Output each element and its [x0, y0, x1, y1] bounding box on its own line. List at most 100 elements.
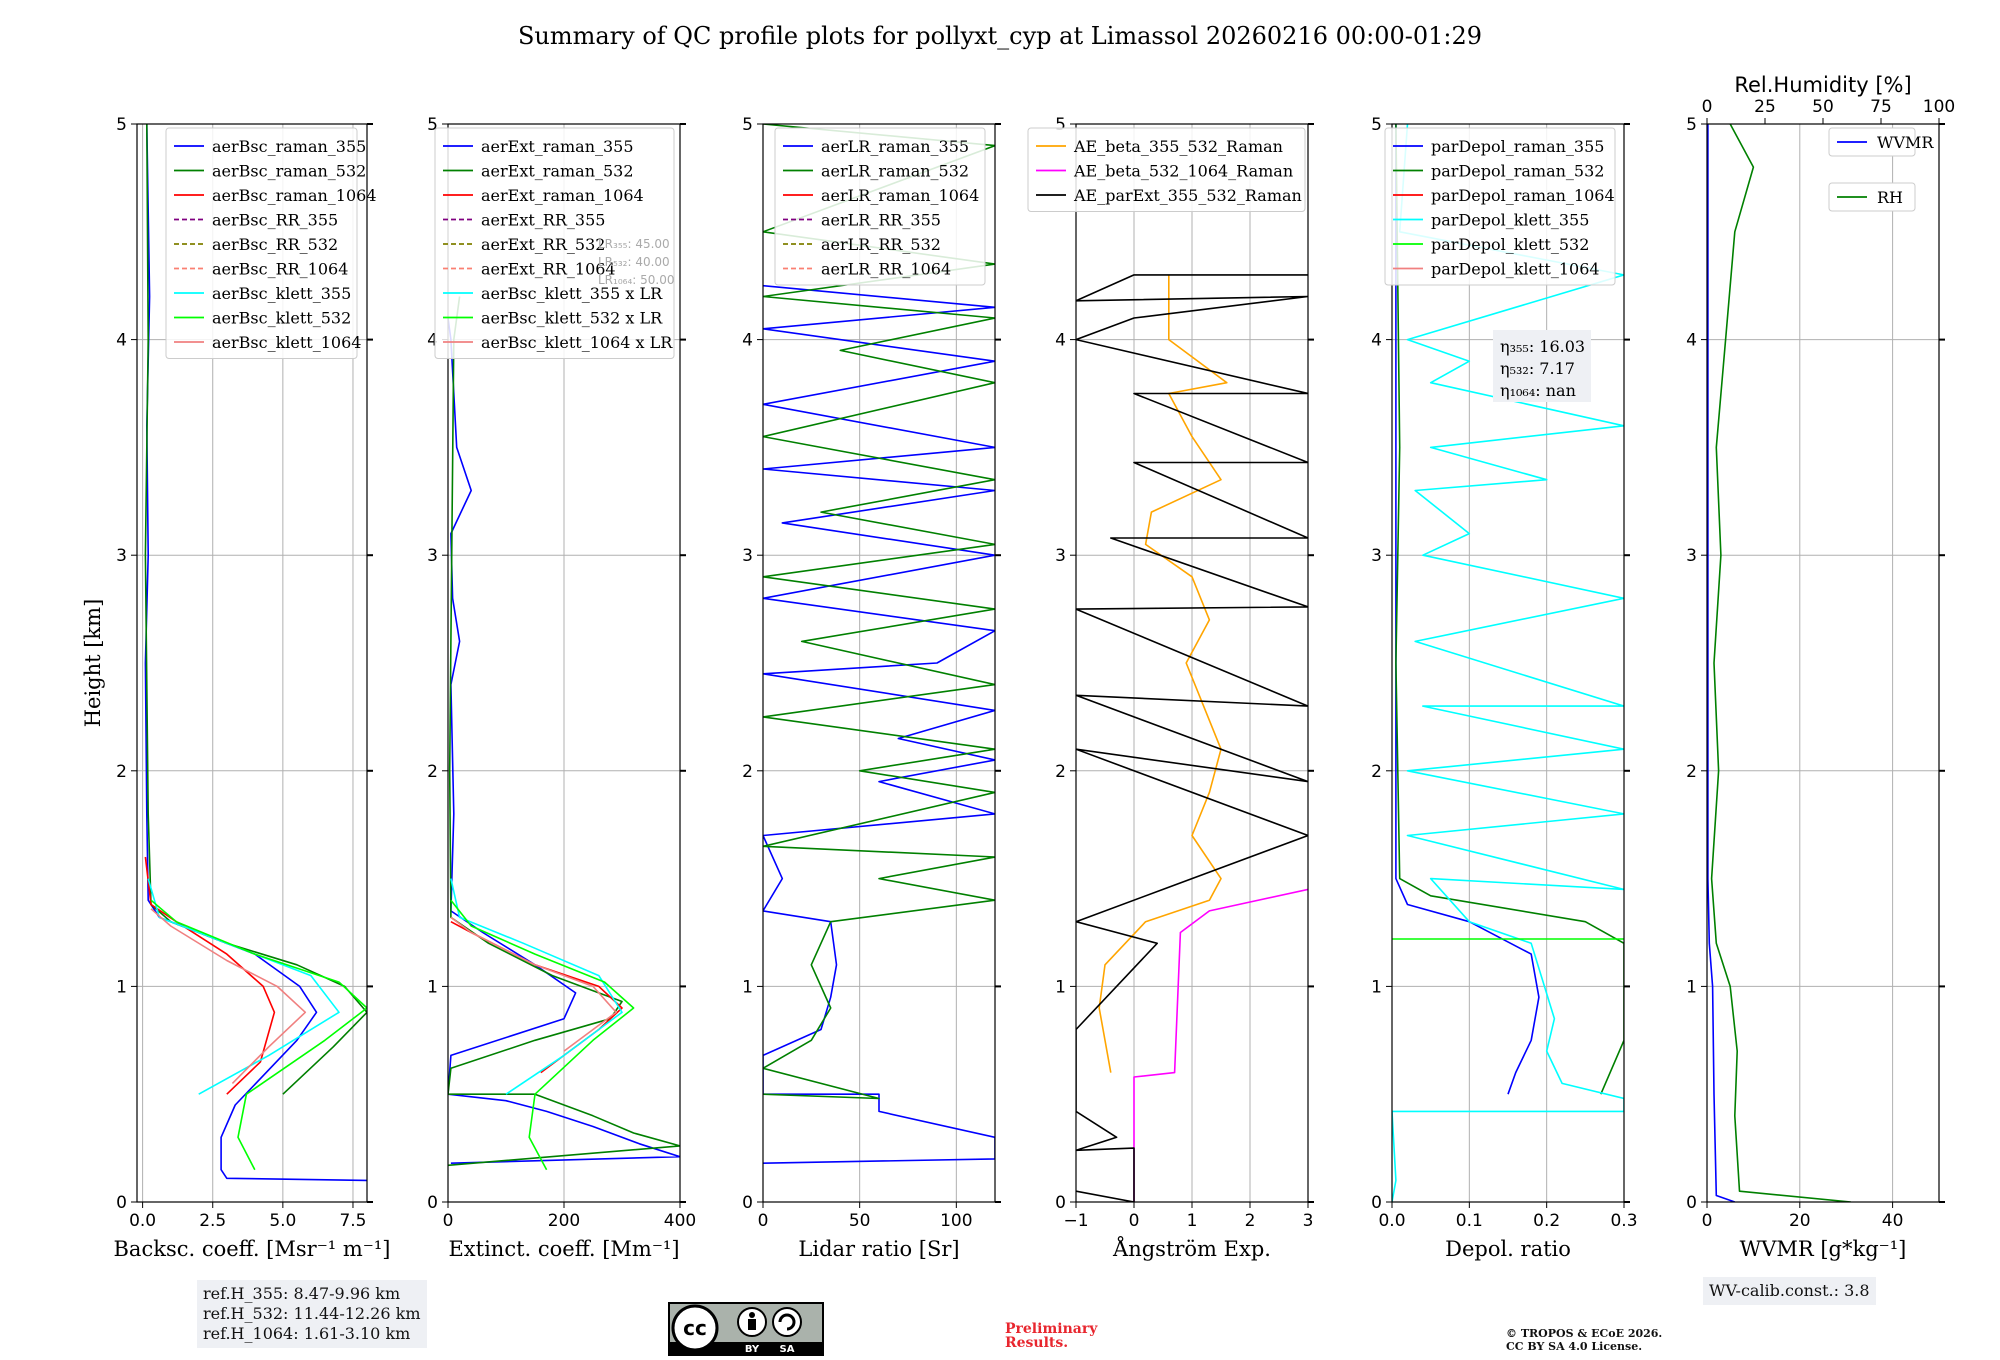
legend-entry: RH — [1877, 188, 1903, 207]
sa-share-icon — [778, 1313, 796, 1331]
y-tick-label: 3 — [742, 546, 753, 566]
x-tick-label: 400 — [664, 1211, 696, 1231]
y-tick-label: 2 — [1686, 762, 1697, 782]
series-parDepol_klett_355 — [1392, 124, 1624, 1202]
preliminary-line-1: Preliminary — [1005, 1321, 1098, 1337]
legend-entry: aerBsc_RR_532 — [212, 235, 338, 254]
series-aerExt_raman_355 — [448, 317, 680, 1164]
x-tick-label: 0.0 — [1378, 1211, 1405, 1231]
y-tick-label: 5 — [427, 115, 438, 135]
series-aerBsc_klett_355 x LR — [450, 878, 623, 1095]
y-tick-label: 4 — [1371, 331, 1382, 351]
y-tick-label: 3 — [1371, 546, 1382, 566]
y-tick-label: 1 — [427, 977, 438, 997]
legend-entry: parDepol_klett_355 — [1431, 211, 1589, 230]
legend-entry: parDepol_klett_532 — [1431, 235, 1589, 254]
x-tick-label: 7.5 — [339, 1211, 366, 1231]
y-tick-label: 4 — [1686, 331, 1697, 351]
x-tick-label: 0 — [443, 1211, 454, 1231]
series-group — [1076, 274, 1308, 1202]
legend-entry: aerBsc_klett_355 x LR — [481, 284, 663, 303]
y-tick-label: 3 — [427, 546, 438, 566]
x-tick-label: 0 — [1702, 1211, 1713, 1231]
legend-entry: aerExt_RR_1064 — [481, 260, 616, 279]
series-aerLR_raman_532 — [763, 124, 995, 1100]
series-group — [1392, 124, 1624, 1202]
y-tick-label: 5 — [1371, 115, 1382, 135]
top-axis-label: Rel.Humidity [%] — [1734, 73, 1911, 97]
legend-entry: aerBsc_klett_1064 — [212, 333, 361, 352]
legend-box — [774, 127, 986, 286]
series-group — [144, 124, 367, 1182]
series-group — [1707, 124, 1851, 1202]
x-tick-label: 0 — [1129, 1211, 1140, 1231]
y-tick-label: 0 — [742, 1193, 753, 1213]
x-tick-label: 5.0 — [269, 1211, 296, 1231]
legend-entry: aerExt_RR_532 — [481, 235, 605, 254]
preliminary-results-note: Preliminary Results. — [1005, 1322, 1097, 1350]
lr-annotation: LR₁₀₆₄: 50.00 — [598, 273, 674, 287]
x-tick-label: 0 — [758, 1211, 769, 1231]
series-AE_beta_355_532_Raman — [1098, 274, 1228, 1073]
series-group — [763, 124, 995, 1164]
y-tick-label: 2 — [1055, 762, 1066, 782]
by-person-icon — [749, 1312, 755, 1318]
legend-entry: aerBsc_raman_532 — [212, 162, 366, 181]
legend-entry: aerExt_raman_532 — [481, 162, 634, 181]
y-tick-label: 3 — [1055, 546, 1066, 566]
legend-entry: aerExt_RR_355 — [481, 211, 605, 230]
wv-calib-info: WV-calib.const.: 3.8 — [1703, 1277, 1876, 1305]
eta-value: η₅₃₂: 7.17 — [1500, 359, 1575, 378]
y-axis-label: Height [km] — [81, 599, 105, 728]
lr-annotation: LR₅₃₂: 40.00 — [598, 255, 670, 269]
legend-entry: parDepol_raman_1064 — [1431, 186, 1615, 205]
x-axis-label: Ångström Exp. — [1112, 1236, 1271, 1261]
eta-box — [1493, 330, 1591, 402]
y-tick-label: 0 — [116, 1193, 127, 1213]
legend-entry: aerBsc_raman_1064 — [212, 186, 377, 205]
x-tick-label: 20 — [1789, 1211, 1811, 1231]
x-tick-label: 0.3 — [1610, 1211, 1637, 1231]
x-tick-label: 40 — [1882, 1211, 1904, 1231]
series-AE_beta_532_1064_Raman — [1133, 888, 1308, 1202]
top-x-tick-label: 75 — [1870, 97, 1892, 117]
ref-height-1064: ref.H_1064: 1.61-3.10 km — [203, 1324, 411, 1343]
series-aerBsc_klett_532 — [150, 899, 367, 1171]
y-tick-label: 0 — [1371, 1193, 1382, 1213]
ref-height-355: ref.H_355: 8.47-9.96 km — [203, 1284, 401, 1303]
series-aerLR_raman_355 — [763, 284, 995, 1164]
series-aerBsc_klett_1064 — [150, 908, 307, 1084]
panel-bsc: 0.0 2.5 5.0 7.5 0 1 2 3 4 5 Backsc. coeff. [Msr⁻¹ … — [81, 115, 390, 1261]
legend-entry: parDepol_raman_532 — [1431, 162, 1604, 181]
legend-entry: aerBsc_klett_532 — [212, 309, 351, 328]
legend-entry: aerLR_raman_532 — [821, 162, 969, 181]
legend-entry: AE_beta_355_532_Raman — [1073, 137, 1283, 156]
series-group — [448, 296, 680, 1171]
y-tick-label: 1 — [1686, 977, 1697, 997]
legend-entry: aerBsc_raman_355 — [212, 137, 366, 156]
legend-entry: aerLR_raman_355 — [821, 137, 969, 156]
x-axis-label: Depol. ratio — [1445, 1237, 1571, 1261]
ref-height-info: ref.H_355: 8.47-9.96 km ref.H_532: 11.44… — [197, 1280, 427, 1348]
cc-icon: cc — [683, 1316, 707, 1340]
x-tick-label: 2.5 — [199, 1211, 226, 1231]
x-tick-label: 200 — [548, 1211, 580, 1231]
copyright-line-2: CC BY SA 4.0 License. — [1506, 1340, 1643, 1353]
legend-entry: aerBsc_RR_1064 — [212, 260, 348, 279]
x-tick-label: 2 — [1245, 1211, 1256, 1231]
x-tick-label: 1 — [1187, 1211, 1198, 1231]
legend-entry: aerBsc_klett_355 — [212, 284, 351, 303]
y-tick-label: 1 — [116, 977, 127, 997]
x-tick-label: 0.0 — [129, 1211, 156, 1231]
y-tick-label: 0 — [1055, 1193, 1066, 1213]
series-aerBsc_klett_355 — [147, 878, 340, 1095]
x-tick-label: 0.2 — [1533, 1211, 1560, 1231]
x-tick-label: 100 — [940, 1211, 972, 1231]
legend-entry: aerExt_raman_355 — [481, 137, 634, 156]
x-tick-label: 3 — [1303, 1211, 1314, 1231]
x-axis-label: WVMR [g*kg⁻¹] — [1740, 1237, 1907, 1261]
legend-box — [1384, 127, 1616, 286]
legend-entry: aerLR_RR_355 — [821, 211, 941, 230]
